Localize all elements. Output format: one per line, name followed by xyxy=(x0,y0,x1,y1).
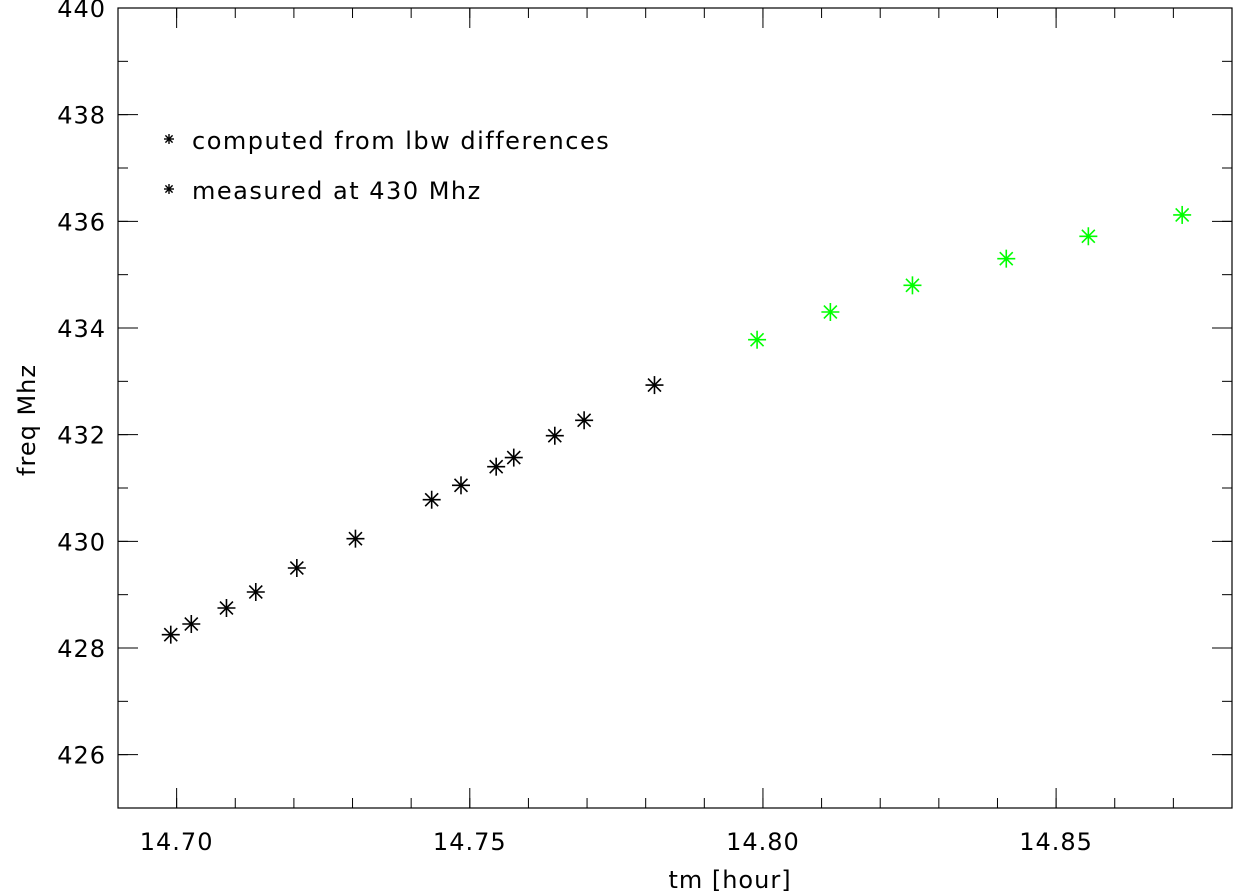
legend-label: measured at 430 Mhz xyxy=(192,177,482,205)
data-point xyxy=(182,615,201,633)
plot-border xyxy=(117,7,1233,809)
data-point xyxy=(748,330,767,349)
data-point xyxy=(545,426,564,445)
legend-marker xyxy=(164,134,174,144)
data-point xyxy=(246,583,265,601)
y-tick-label: 438 xyxy=(57,102,106,130)
y-tick-label: 436 xyxy=(57,208,106,236)
y-tick-label: 440 xyxy=(57,0,106,23)
y-tick-label: 432 xyxy=(57,422,106,450)
data-point xyxy=(1079,227,1098,246)
y-tick-label: 426 xyxy=(57,742,106,770)
x-axis-label: tm [hour] xyxy=(668,866,791,894)
x-tick-label: 14.80 xyxy=(726,828,800,856)
data-point xyxy=(422,490,441,509)
data-point xyxy=(821,303,840,321)
data-point xyxy=(161,625,180,644)
plot-frame xyxy=(117,7,1233,809)
data-point xyxy=(217,599,236,617)
x-axis: 14.70 14.75 14.80 14.85 xyxy=(117,8,1233,856)
legend-label: computed from lbw differences xyxy=(192,127,610,155)
y-tick-label: 430 xyxy=(57,528,106,556)
data-point xyxy=(575,411,594,430)
legend: computed from lbw differences measured at… xyxy=(164,127,610,205)
data-point xyxy=(287,559,306,577)
data-point xyxy=(645,376,664,395)
data-points xyxy=(161,205,1192,644)
data-point xyxy=(997,249,1016,268)
x-tick-label: 14.75 xyxy=(433,828,507,856)
data-point xyxy=(346,529,365,548)
legend-marker xyxy=(164,184,174,194)
y-tick-label: 428 xyxy=(57,635,106,663)
y-axis: 426 428 430 432 434 436 438 440 xyxy=(57,0,1232,809)
y-tick-label: 434 xyxy=(57,315,106,343)
x-tick-label: 14.70 xyxy=(140,828,214,856)
data-point xyxy=(487,457,506,476)
data-point xyxy=(903,276,922,295)
data-point xyxy=(1173,205,1192,224)
y-axis-label: freq Mhz xyxy=(13,364,41,476)
data-point xyxy=(504,448,523,467)
data-point xyxy=(451,476,470,495)
x-tick-label: 14.85 xyxy=(1019,828,1093,856)
